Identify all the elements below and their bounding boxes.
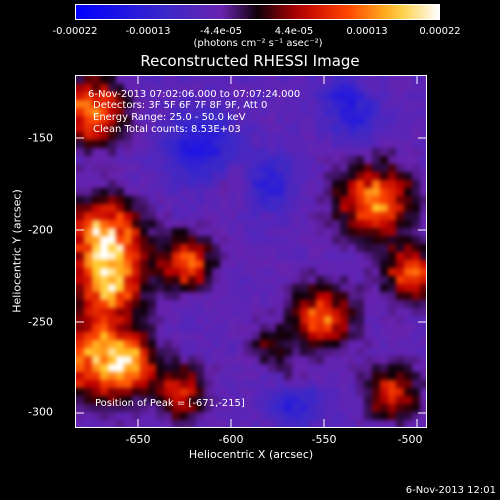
colorbar-tick-label: 0.00013 (346, 26, 388, 37)
y-tick-label: -250 (28, 315, 53, 329)
chart-title: Reconstructed RHESSI Image (140, 52, 360, 70)
x-tick-label: -650 (125, 433, 151, 446)
y-tick-label: -200 (28, 223, 53, 237)
colorbar-tick-label: -0.00022 (52, 26, 98, 37)
x-tick-label: -550 (311, 433, 337, 446)
colorbar-tick-label: 4.4e-05 (274, 26, 314, 37)
detectors-annotation: Detectors: 3F 5F 6F 7F 8F 9F, Att 0 (93, 100, 268, 111)
x-axis-label: Heliocentric X (arcsec) (188, 448, 314, 461)
peak-position-annotation: Position of Peak = [-671,-215] (95, 398, 245, 409)
y-axis-label: Heliocentric Y (arcsec) (10, 189, 24, 313)
colorbar-unit-label: (photons cm⁻² s⁻¹ asec⁻²) (193, 38, 323, 49)
time-range-annotation: 6-Nov-2013 07:02:06.000 to 07:07:24.000 (88, 89, 301, 100)
y-tick-label: -300 (28, 405, 53, 419)
plot-datestamp: 6-Nov-2013 12:01 (405, 485, 496, 496)
x-tick-label: -500 (397, 433, 423, 446)
x-tick-label: -600 (218, 433, 244, 446)
energy-annotation: Energy Range: 25.0 - 50.0 keV (93, 112, 246, 123)
colorbar-tick-label: -0.00013 (125, 26, 171, 37)
plot-area: 6-Nov-2013 07:02:06.000 to 07:07:24.000 … (75, 75, 427, 428)
colorbar (75, 4, 440, 20)
colorbar-tick-label: -4.4e-05 (200, 26, 242, 37)
heatmap-image (76, 76, 426, 427)
clean-annotation: Clean Total counts: 8.53E+03 (93, 124, 241, 135)
colorbar-tick-label: 0.00022 (419, 26, 461, 37)
y-tick-label: -150 (28, 131, 53, 145)
